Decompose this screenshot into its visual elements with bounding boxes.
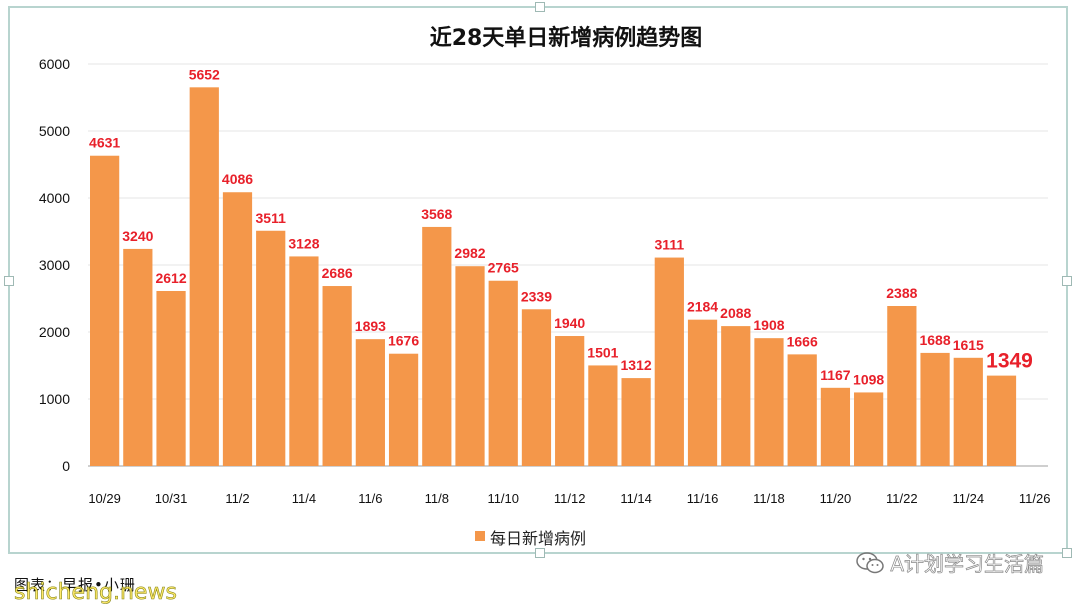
bar-11-3 — [256, 230, 286, 466]
x-tick-label: 11/2 — [225, 491, 249, 506]
x-tick-label: 10/29 — [88, 491, 121, 506]
data-label: 2339 — [521, 288, 552, 304]
bar-11-1 — [189, 87, 219, 466]
data-label: 1098 — [853, 371, 884, 387]
data-label: 1688 — [919, 332, 950, 348]
data-label: 2088 — [720, 305, 751, 321]
data-label: 3111 — [655, 237, 685, 253]
bar-11-7 — [388, 353, 419, 466]
wechat-icon — [856, 551, 885, 573]
bar-11-12 — [555, 336, 585, 466]
chart-credit: 图表：早报•小珊 — [14, 576, 136, 594]
data-label: 1501 — [587, 344, 618, 360]
bar-10-30 — [123, 248, 153, 466]
data-label: 1893 — [355, 318, 386, 334]
x-tick-label: 11/10 — [487, 491, 519, 506]
bar-11-17 — [721, 326, 751, 466]
data-label: 3240 — [122, 228, 153, 244]
bar-10-29 — [90, 155, 120, 466]
data-label: 1940 — [554, 315, 585, 331]
bar-11-13 — [588, 365, 618, 466]
x-tick-label: 11/18 — [753, 491, 785, 506]
y-tick-label: 3000 — [39, 257, 70, 273]
data-label: 1349 — [986, 350, 1033, 373]
x-tick-label: 11/26 — [1019, 491, 1051, 506]
bar-11-9 — [455, 266, 485, 466]
data-label: 2982 — [454, 245, 485, 261]
data-label: 3568 — [421, 206, 452, 222]
resize-handle-left[interactable] — [4, 276, 14, 286]
source-watermark: shicheng.news — [14, 580, 178, 606]
legend: 每日新增病例 — [475, 529, 586, 548]
bar-11-22 — [887, 306, 917, 466]
resize-handle-bottom[interactable] — [535, 548, 545, 558]
bar-11-15 — [654, 257, 684, 466]
chart-title: 近28天单日新增病例趋势图 — [430, 25, 703, 51]
bar-11-5 — [322, 286, 352, 466]
bar-chart: 近28天单日新增病例趋势图 0100020003000400050006000 … — [39, 25, 1051, 548]
x-tick-label: 11/8 — [425, 491, 449, 506]
data-label: 1908 — [753, 317, 784, 333]
x-tick-label: 11/22 — [886, 491, 918, 506]
data-label: 2612 — [155, 270, 186, 286]
x-tick-label: 11/16 — [687, 491, 719, 506]
bar-11-6 — [355, 339, 385, 466]
x-tick-label: 11/6 — [358, 491, 382, 506]
bar-11-14 — [621, 378, 651, 466]
bar-11-11 — [521, 309, 552, 466]
data-label: 1615 — [953, 337, 984, 353]
data-label: 2184 — [687, 299, 718, 315]
x-tick-label: 11/12 — [554, 491, 586, 506]
y-tick-label: 2000 — [39, 324, 70, 340]
data-label: 2765 — [488, 260, 519, 276]
data-label: 1312 — [621, 357, 652, 373]
data-label: 1666 — [787, 333, 818, 349]
x-tick-label: 11/14 — [620, 491, 652, 506]
bar-11-10 — [488, 280, 518, 466]
resize-handle-right[interactable] — [1062, 276, 1072, 286]
x-tick-label: 11/24 — [952, 491, 984, 506]
bar-11-23 — [920, 352, 950, 466]
legend-swatch — [475, 531, 485, 541]
x-axis-ticks: 10/29 10/31 11/2 11/4 11/6 11/8 11/10 11/12 11/1… — [88, 491, 1050, 506]
y-axis-ticks: 0 1000 2000 3000 4000 5000 6000 — [39, 56, 70, 474]
bar-11-20 — [820, 387, 851, 466]
data-label: 1676 — [388, 333, 419, 349]
data-label: 3511 — [256, 210, 287, 226]
bar-11-16 — [687, 319, 718, 466]
data-label: 4631 — [89, 135, 120, 151]
bars — [90, 87, 1017, 466]
data-label: 5652 — [189, 66, 220, 82]
y-tick-label: 1000 — [39, 391, 70, 407]
resize-handle-top[interactable] — [535, 2, 545, 12]
x-tick-label: 11/20 — [820, 491, 852, 506]
x-tick-label: 11/4 — [292, 491, 316, 506]
bar-11-21 — [854, 392, 884, 466]
bar-11-19 — [787, 354, 817, 466]
data-label: 2686 — [322, 265, 353, 281]
legend-label: 每日新增病例 — [490, 529, 586, 548]
data-label: 2388 — [886, 285, 917, 301]
bar-11-2 — [222, 192, 253, 466]
x-tick-label: 10/31 — [155, 491, 188, 506]
data-label: 4086 — [222, 171, 253, 187]
y-tick-label: 4000 — [39, 190, 70, 206]
bar-11-25 — [986, 375, 1017, 466]
wechat-account-name: A计划学习生活篇 — [890, 552, 1044, 577]
bar-11-8 — [422, 226, 452, 466]
y-tick-label: 6000 — [39, 56, 70, 72]
bar-10-31 — [156, 290, 186, 466]
bar-11-24 — [953, 357, 983, 466]
data-label: 3128 — [288, 235, 319, 251]
data-label: 1167 — [820, 367, 851, 383]
bar-11-4 — [289, 256, 319, 466]
bar-11-18 — [754, 338, 784, 466]
y-tick-label: 0 — [62, 458, 70, 474]
y-tick-label: 5000 — [39, 123, 70, 139]
resize-handle-bottom-right[interactable] — [1062, 548, 1072, 558]
wechat-account: A计划学习生活篇 — [856, 548, 1044, 577]
